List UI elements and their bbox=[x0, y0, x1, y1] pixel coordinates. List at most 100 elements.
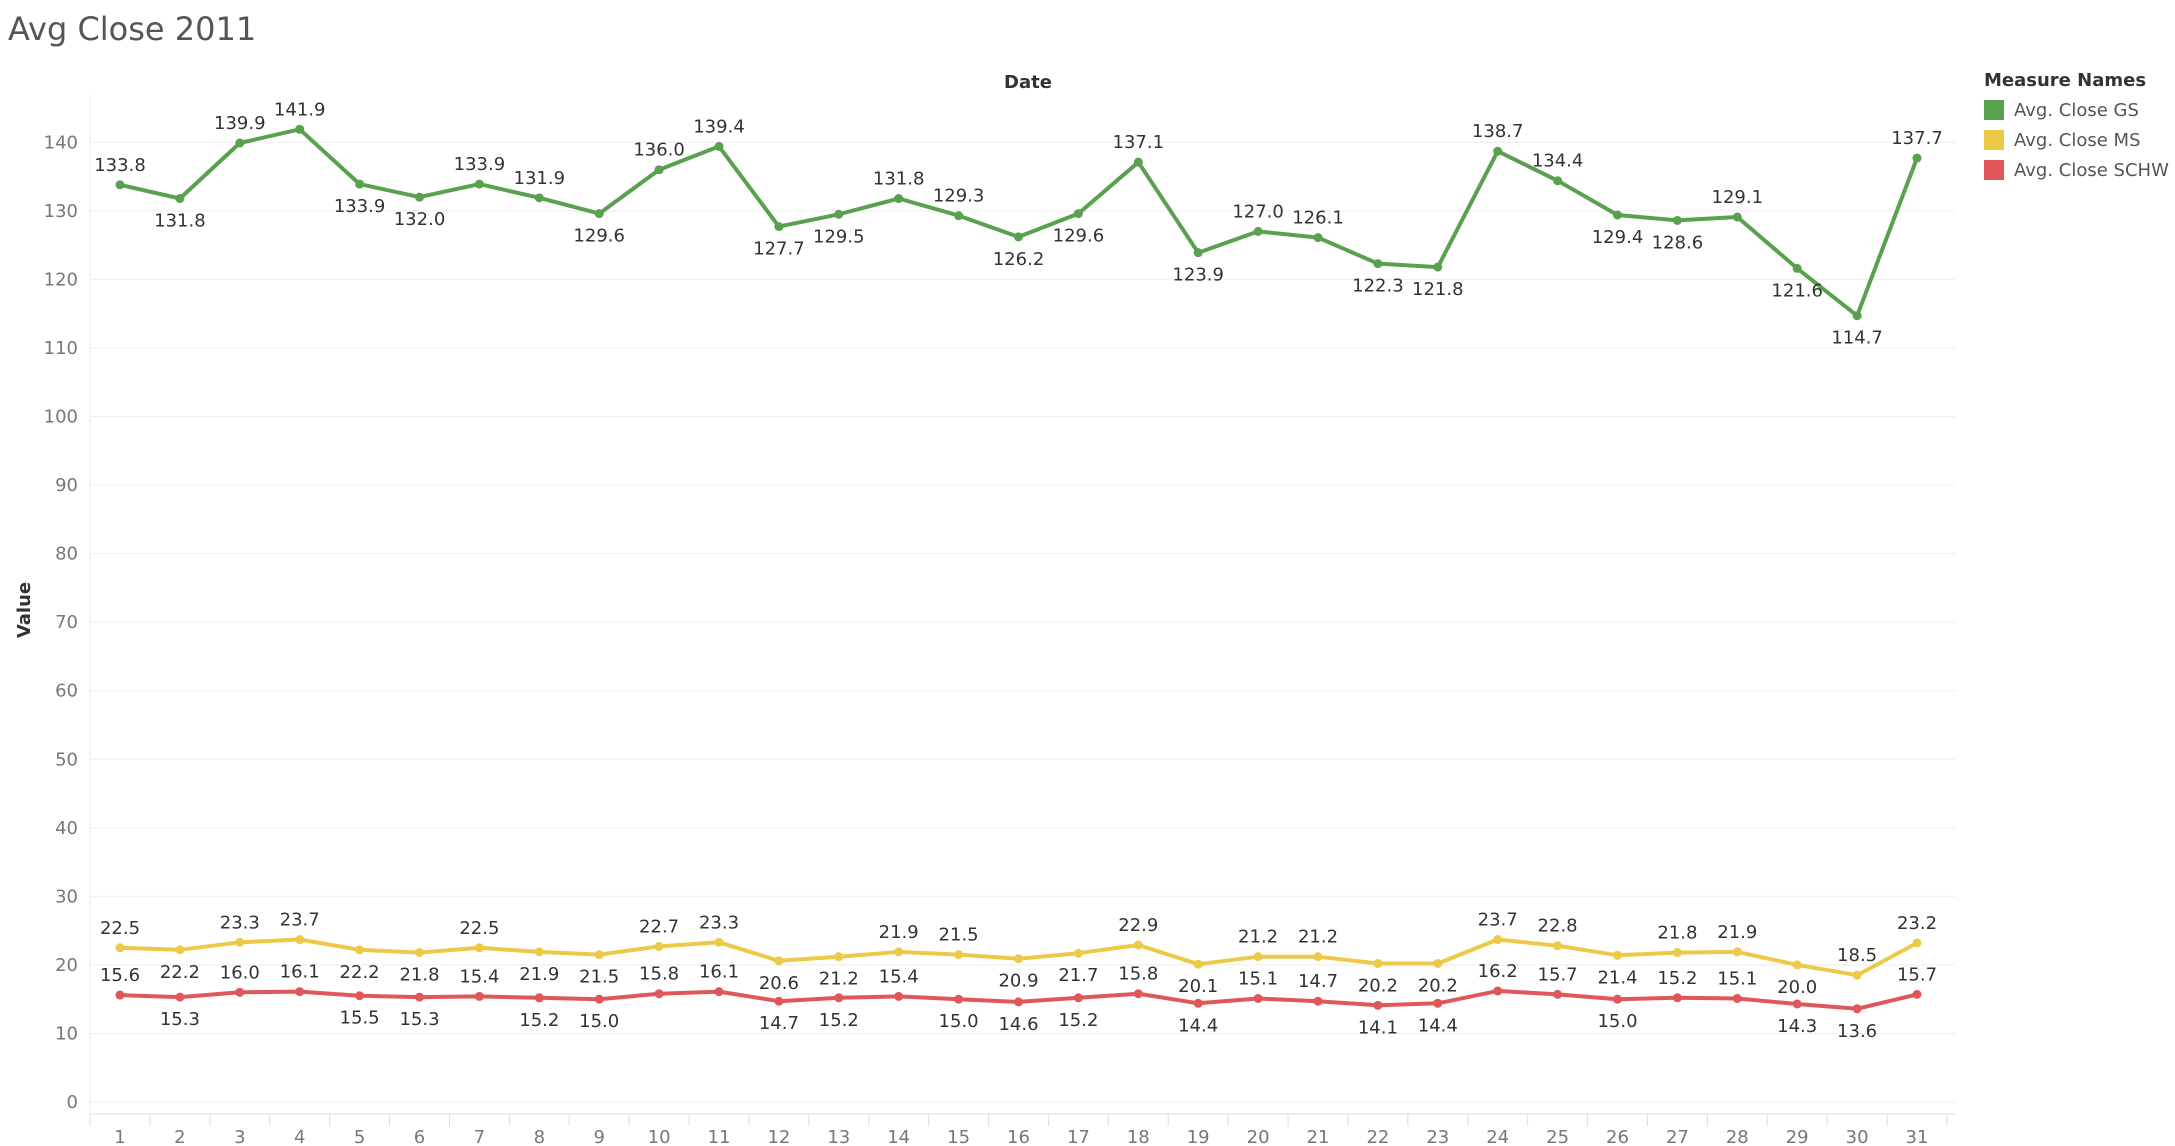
data-label: 14.4 bbox=[1178, 1015, 1218, 1036]
data-point bbox=[1433, 959, 1443, 969]
data-label: 23.7 bbox=[280, 910, 320, 931]
data-point bbox=[1373, 959, 1383, 969]
y-axis-ticks: 0 10 20 30 40 50 60 70 80 90 100 110 120 130 140 bbox=[44, 132, 78, 1113]
data-label: 21.5 bbox=[579, 967, 619, 988]
data-label: 20.9 bbox=[998, 971, 1038, 992]
data-label: 129.4 bbox=[1592, 227, 1644, 248]
data-point bbox=[175, 945, 185, 955]
data-point bbox=[1073, 948, 1083, 958]
x-tick-label: 14 bbox=[887, 1127, 910, 1146]
data-label: 137.1 bbox=[1113, 132, 1165, 153]
x-tick-label: 21 bbox=[1307, 1127, 1330, 1146]
data-label: 128.6 bbox=[1652, 232, 1704, 253]
y-tick-label: 100 bbox=[44, 407, 78, 428]
y-tick-label: 30 bbox=[55, 886, 78, 907]
data-label: 14.6 bbox=[998, 1014, 1038, 1035]
data-point bbox=[1732, 947, 1742, 957]
data-point bbox=[355, 991, 365, 1001]
x-tick-label: 9 bbox=[593, 1127, 604, 1146]
data-point bbox=[415, 192, 424, 202]
data-label: 14.7 bbox=[759, 1013, 799, 1034]
data-point bbox=[1613, 210, 1622, 220]
data-point bbox=[894, 991, 904, 1001]
data-label: 23.3 bbox=[220, 912, 260, 933]
data-label: 131.9 bbox=[514, 168, 566, 189]
data-label: 16.2 bbox=[1478, 961, 1518, 982]
data-point bbox=[1852, 311, 1862, 321]
y-tick-label: 20 bbox=[55, 955, 78, 976]
data-label: 129.1 bbox=[1712, 187, 1764, 208]
data-point bbox=[115, 943, 125, 953]
x-axis-ticks: 1 2 3 4 5 6 7 8 9 10 11 12 13 14 15 16 17 18 19 20 21 22 23 24 2… bbox=[114, 1127, 1928, 1146]
data-point bbox=[235, 138, 245, 148]
data-label: 133.9 bbox=[334, 196, 386, 217]
x-axis-label: Date bbox=[1004, 72, 1052, 93]
x-tick-label: 11 bbox=[708, 1127, 731, 1146]
data-label: 22.9 bbox=[1118, 915, 1158, 936]
x-tick-label: 28 bbox=[1726, 1127, 1749, 1146]
data-label: 14.1 bbox=[1358, 1017, 1398, 1038]
data-label: 21.2 bbox=[1238, 927, 1278, 948]
y-tick-label: 130 bbox=[44, 201, 78, 222]
data-label: 21.2 bbox=[1298, 927, 1338, 948]
data-point bbox=[1912, 938, 1922, 948]
data-label: 13.6 bbox=[1837, 1021, 1877, 1042]
data-point bbox=[834, 952, 844, 962]
data-label: 21.8 bbox=[1657, 923, 1697, 944]
legend-item-ms[interactable]: Avg. Close MS bbox=[1984, 125, 2169, 155]
data-point bbox=[355, 179, 365, 189]
y-tick-label: 40 bbox=[55, 818, 78, 839]
data-label: 129.6 bbox=[1053, 226, 1105, 247]
data-point bbox=[594, 994, 604, 1004]
legend-item-gs[interactable]: Avg. Close GS bbox=[1984, 95, 2169, 125]
data-point bbox=[115, 180, 125, 190]
x-tick-label: 15 bbox=[947, 1127, 970, 1146]
data-point bbox=[774, 996, 784, 1006]
data-point bbox=[115, 990, 125, 1000]
data-point bbox=[1852, 1004, 1862, 1014]
legend-label-gs: Avg. Close GS bbox=[2014, 99, 2139, 121]
data-label: 23.7 bbox=[1478, 910, 1518, 931]
data-point bbox=[1493, 935, 1503, 945]
y-tick-label: 50 bbox=[55, 749, 78, 770]
data-label: 22.8 bbox=[1538, 916, 1578, 937]
x-tick-label: 16 bbox=[1007, 1127, 1030, 1146]
x-tick-label: 8 bbox=[534, 1127, 545, 1146]
data-label: 131.8 bbox=[873, 169, 925, 190]
data-label: 15.1 bbox=[1238, 968, 1278, 989]
data-point bbox=[654, 941, 664, 951]
x-tick-label: 17 bbox=[1067, 1127, 1090, 1146]
legend-item-schw[interactable]: Avg. Close SCHW bbox=[1984, 155, 2169, 185]
series-group bbox=[115, 124, 1922, 1014]
legend-swatch-ms bbox=[1984, 130, 2004, 150]
data-point bbox=[834, 993, 844, 1003]
legend-title: Measure Names bbox=[1984, 70, 2147, 91]
data-label: 133.8 bbox=[94, 155, 146, 176]
data-label: 15.2 bbox=[1657, 968, 1697, 989]
data-point bbox=[1912, 989, 1922, 999]
data-label: 131.8 bbox=[154, 211, 206, 232]
data-point bbox=[295, 124, 305, 134]
data-label: 21.7 bbox=[1058, 965, 1098, 986]
data-label: 14.7 bbox=[1298, 971, 1338, 992]
data-point bbox=[1493, 986, 1503, 996]
data-label: 15.5 bbox=[340, 1008, 380, 1029]
data-point bbox=[654, 989, 664, 999]
data-label: 15.7 bbox=[1897, 964, 1937, 985]
data-point bbox=[1553, 989, 1563, 999]
data-label: 14.4 bbox=[1418, 1015, 1458, 1036]
data-point bbox=[954, 994, 964, 1004]
x-tick-label: 27 bbox=[1666, 1127, 1689, 1146]
y-tick-label: 10 bbox=[55, 1023, 78, 1044]
data-point bbox=[1073, 993, 1083, 1003]
data-point bbox=[1253, 993, 1263, 1003]
data-point bbox=[1073, 209, 1083, 219]
data-point bbox=[1852, 970, 1862, 980]
data-point bbox=[1133, 940, 1143, 950]
data-point bbox=[954, 950, 964, 960]
data-point bbox=[355, 945, 365, 955]
series-line bbox=[119, 127, 1919, 318]
data-point bbox=[1133, 157, 1143, 167]
data-label: 114.7 bbox=[1831, 328, 1883, 349]
data-label: 15.0 bbox=[579, 1011, 619, 1032]
